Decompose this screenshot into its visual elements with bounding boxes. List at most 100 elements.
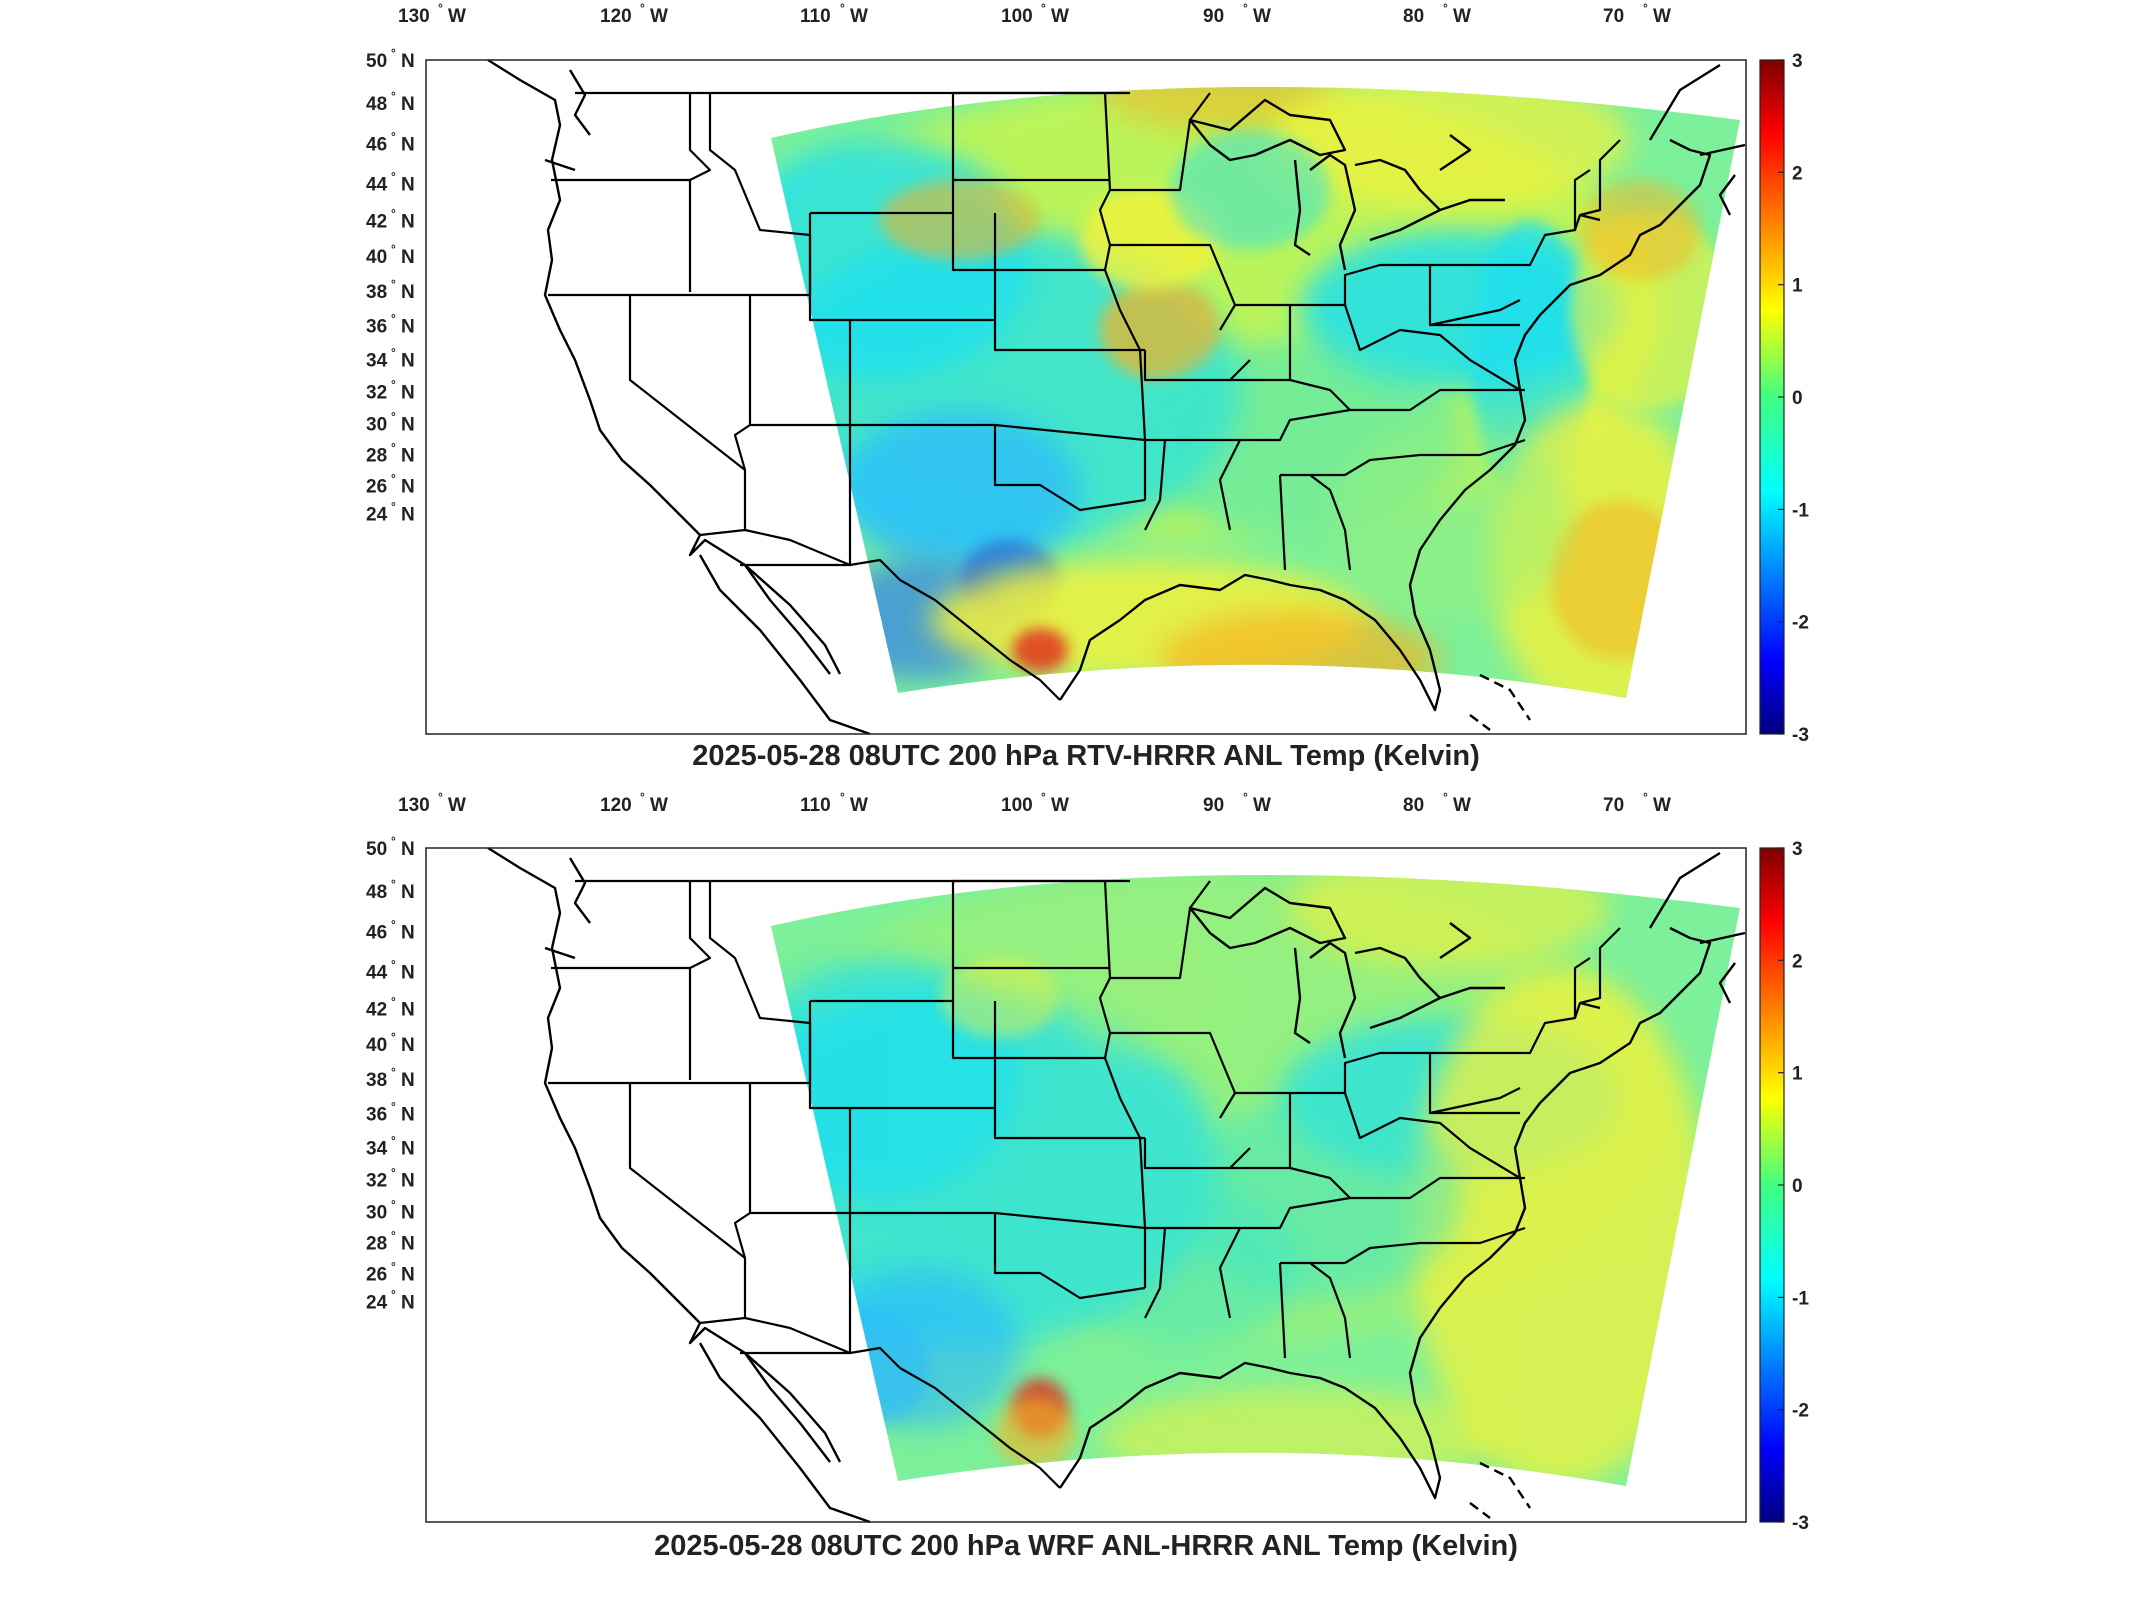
anomaly-patch (1170, 130, 1330, 250)
lat-tick-value: 30 (366, 1202, 387, 1223)
anomaly-patch (1100, 1388, 1500, 1486)
panel-2-axes: 130 ° W 120 ° W 110 ° W 100 ° W 90 ° W 80 ° W 70 ° W 50 ° N 48 ° N… (366, 790, 1747, 1562)
lat-tick-label: 24 ° N (366, 1288, 415, 1314)
colorbar-tick-label: -1 (1792, 500, 1809, 521)
anomaly-patch (1012, 628, 1068, 672)
lat-tick-direction: N (401, 317, 415, 338)
anomaly-patch (880, 180, 1040, 260)
lat-tick-value: 30 (366, 414, 387, 435)
lat-tick-value: 46 (366, 923, 387, 944)
lat-tick-value: 44 (366, 174, 388, 195)
lat-tick-label: 36 ° N (366, 312, 415, 338)
colorbar-tick-label: -3 (1792, 1513, 1809, 1534)
lon-tick-label: 90 ° W (1203, 790, 1271, 816)
lat-tick-direction: N (401, 1070, 415, 1091)
lat-tick-label: 30 ° N (366, 409, 415, 435)
lon-tick-value: 130 (398, 795, 430, 816)
lon-tick-value: 100 (1001, 795, 1033, 816)
cuba-fragment (1469, 1461, 1531, 1519)
lat-degree-symbol: ° (391, 440, 396, 454)
colorbar-tick-label: 2 (1792, 951, 1803, 972)
lat-degree-symbol: ° (391, 1133, 396, 1147)
lat-tick-value: 26 (366, 476, 387, 497)
lat-tick-direction: N (401, 505, 415, 526)
lat-tick-label: 26 ° N (366, 1259, 415, 1285)
lat-tick-label: 32 ° N (366, 378, 415, 404)
lat-tick-label: 42 ° N (366, 206, 415, 232)
lon-degree-symbol: ° (438, 1, 443, 15)
lon-tick-label: 70 ° W (1603, 790, 1671, 816)
lat-tick-label: 36 ° N (366, 1100, 415, 1126)
east-gulf-coastline (1059, 926, 1712, 1500)
lat-tick-direction: N (401, 445, 415, 466)
lat-tick-label: 50 ° N (366, 834, 415, 860)
anomaly-patch (995, 1398, 1075, 1468)
lon-tick-direction: W (650, 795, 668, 816)
lon-tick-value: 110 (800, 795, 831, 816)
lat-tick-direction: N (401, 247, 415, 268)
lat-degree-symbol: ° (391, 1197, 396, 1211)
cuba-fragment (1469, 673, 1531, 731)
lat-degree-symbol: ° (391, 345, 396, 359)
lat-tick-value: 32 (366, 383, 387, 404)
lat-tick-direction: N (401, 383, 415, 404)
lat-tick-label: 34 ° N (366, 345, 415, 371)
panel-2-boundaries (487, 846, 1746, 1524)
lat-degree-symbol: ° (391, 500, 396, 514)
anomaly-patch (1100, 280, 1220, 380)
lat-tick-value: 48 (366, 882, 387, 903)
lat-tick-value: 36 (366, 1105, 387, 1126)
lon-tick-direction: W (650, 6, 668, 27)
lat-tick-direction: N (401, 882, 415, 903)
panel-1-axes: 130 ° W 120 ° W 110 ° W 100 ° W 90 ° W 80 ° W 70 ° W 50 ° N 48 ° N… (366, 1, 1747, 772)
lat-tick-direction: N (401, 350, 415, 371)
lat-degree-symbol: ° (391, 957, 396, 971)
lat-tick-value: 32 (366, 1171, 387, 1192)
lon-degree-symbol: ° (640, 1, 645, 15)
lat-tick-value: 26 (366, 1264, 387, 1285)
panel-title: 2025-05-28 08UTC 200 hPa RTV-HRRR ANL Te… (692, 740, 1480, 772)
lat-tick-value: 36 (366, 317, 387, 338)
lon-tick-value: 80 (1403, 795, 1424, 816)
lat-tick-value: 38 (366, 282, 387, 303)
lat-degree-symbol: ° (391, 242, 396, 256)
anomaly-patch (1270, 87, 1630, 210)
lon-tick-label: 80 ° W (1403, 1, 1471, 27)
lon-tick-value: 90 (1203, 6, 1224, 27)
lat-tick-label: 48 ° N (366, 89, 415, 115)
lat-tick-label: 44 ° N (366, 957, 415, 983)
lat-tick-value: 44 (366, 962, 388, 983)
anomaly-patch (1160, 610, 1440, 699)
lon-degree-symbol: ° (640, 790, 645, 804)
lat-tick-value: 42 (366, 211, 387, 232)
lon-tick-label: 130 ° W (398, 1, 466, 27)
lat-tick-value: 48 (366, 94, 387, 115)
lon-tick-value: 120 (600, 6, 632, 27)
lon-degree-symbol: ° (1041, 1, 1046, 15)
colorbar-tick-label: 3 (1792, 839, 1803, 860)
lat-tick-label: 26 ° N (366, 471, 415, 497)
lon-tick-value: 110 (800, 6, 831, 27)
lat-tick-label: 24 ° N (366, 500, 415, 526)
lon-tick-direction: W (850, 6, 868, 27)
lon-degree-symbol: ° (1041, 790, 1046, 804)
lon-degree-symbol: ° (1643, 790, 1648, 804)
map-frame (425, 847, 1747, 1523)
lon-tick-direction: W (448, 6, 466, 27)
lat-tick-direction: N (401, 94, 415, 115)
lat-tick-label: 34 ° N (366, 1133, 415, 1159)
lon-tick-value: 90 (1203, 795, 1224, 816)
field-anomalies (771, 87, 1730, 699)
west-coastline (487, 846, 842, 1463)
lat-tick-value: 50 (366, 51, 387, 72)
lat-tick-value: 34 (366, 350, 388, 371)
great-lakes (1188, 98, 1505, 271)
panel-1-colorbar: 3 2 1 0 -1 -2 -3 (1759, 51, 1809, 746)
map-frame (425, 59, 1747, 735)
colorbar-tick-label: 1 (1792, 276, 1803, 297)
lat-tick-value: 34 (366, 1138, 388, 1159)
lat-degree-symbol: ° (391, 1030, 396, 1044)
lat-tick-value: 28 (366, 1233, 387, 1254)
lon-degree-symbol: ° (438, 790, 443, 804)
